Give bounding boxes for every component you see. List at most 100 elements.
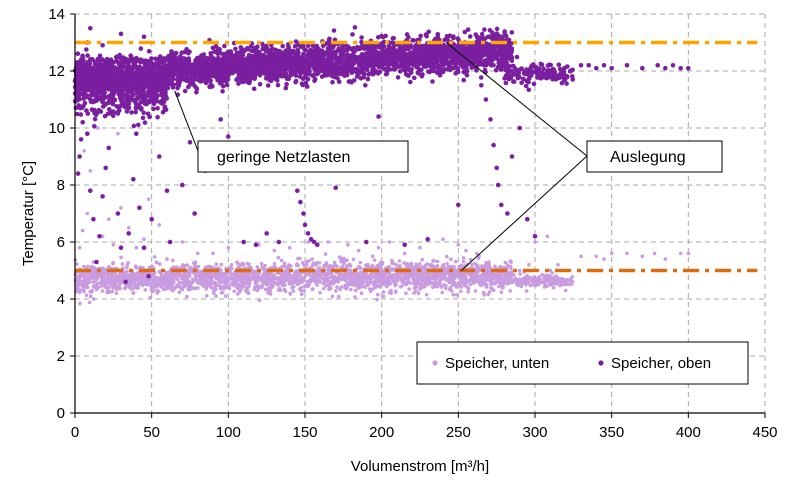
speicher-unten-point xyxy=(95,281,100,286)
speicher-unten-point xyxy=(75,262,79,266)
speicher-unten-point xyxy=(461,256,466,260)
speicher-unten-point xyxy=(448,280,453,284)
speicher-unten-point xyxy=(663,257,668,261)
speicher-unten-point xyxy=(104,280,109,285)
speicher-unten-point xyxy=(204,278,209,282)
speicher-unten-point xyxy=(331,274,336,279)
speicher-unten-point xyxy=(204,281,209,285)
speicher-oben-point xyxy=(182,88,188,94)
speicher-oben-point xyxy=(222,43,227,49)
speicher-unten-point xyxy=(317,269,322,273)
speicher-unten-point xyxy=(313,273,318,278)
speicher-unten-point xyxy=(170,275,175,280)
speicher-unten-point xyxy=(86,264,90,269)
speicher-unten-point xyxy=(470,272,475,276)
speicher-unten-point xyxy=(229,263,234,267)
speicher-unten-point xyxy=(212,289,216,293)
speicher-unten-point xyxy=(280,276,285,281)
speicher-unten-point xyxy=(154,260,159,264)
speicher-unten-point xyxy=(470,262,474,267)
speicher-unten-point xyxy=(441,276,446,281)
speicher-unten-point xyxy=(254,272,258,276)
speicher-unten-point xyxy=(291,289,296,293)
speicher-unten-point xyxy=(247,282,252,286)
speicher-unten-point xyxy=(211,281,215,285)
speicher-unten-point xyxy=(381,290,386,294)
speicher-unten-point xyxy=(409,263,414,268)
speicher-unten-point xyxy=(229,266,234,271)
speicher-unten-point xyxy=(569,277,573,281)
speicher-unten-point xyxy=(412,291,416,295)
speicher-unten-point xyxy=(430,280,435,285)
speicher-unten-point xyxy=(157,223,162,227)
speicher-unten-point xyxy=(368,289,373,294)
speicher-unten-point xyxy=(390,261,395,266)
speicher-unten-point xyxy=(282,261,287,266)
speicher-unten-point xyxy=(96,274,100,279)
speicher-unten-point xyxy=(369,280,373,285)
speicher-unten-point xyxy=(417,277,421,282)
speicher-unten-point xyxy=(529,277,533,282)
speicher-unten-point xyxy=(373,279,378,284)
speicher-unten-point xyxy=(384,279,389,284)
speicher-unten-point xyxy=(272,262,277,266)
speicher-unten-point xyxy=(480,281,485,286)
speicher-unten-point xyxy=(376,292,380,297)
speicher-unten-point xyxy=(351,257,356,262)
speicher-unten-point xyxy=(244,281,249,286)
speicher-unten-point xyxy=(409,274,414,278)
speicher-unten-point xyxy=(508,289,512,293)
speicher-unten-point xyxy=(381,280,385,284)
speicher-unten-point xyxy=(361,271,366,276)
speicher-oben-point xyxy=(275,82,281,88)
speicher-unten-point xyxy=(107,273,112,277)
speicher-unten-point xyxy=(508,264,513,269)
speicher-unten-point xyxy=(271,284,275,288)
speicher-unten-point xyxy=(254,282,259,287)
speicher-unten-point xyxy=(356,248,361,253)
speicher-unten-point xyxy=(350,282,355,287)
speicher-unten-point xyxy=(89,276,94,281)
speicher-unten-point xyxy=(298,273,303,278)
speicher-unten-point xyxy=(203,265,208,270)
speicher-unten-point xyxy=(82,264,86,269)
speicher-unten-point xyxy=(104,285,108,289)
speicher-unten-point xyxy=(380,273,385,277)
speicher-unten-point xyxy=(282,271,287,276)
speicher-unten-point xyxy=(482,293,487,297)
speicher-unten-point xyxy=(487,271,492,276)
speicher-unten-point xyxy=(123,285,128,290)
speicher-unten-point xyxy=(461,259,466,264)
speicher-unten-point xyxy=(114,291,119,296)
speicher-unten-point xyxy=(100,289,105,293)
speicher-unten-point xyxy=(390,267,394,271)
speicher-unten-point xyxy=(180,264,185,269)
speicher-unten-point xyxy=(171,278,175,283)
speicher-unten-point xyxy=(505,282,510,286)
speicher-unten-point xyxy=(474,279,479,284)
speicher-unten-point xyxy=(265,271,270,276)
speicher-unten-point xyxy=(92,276,97,281)
speicher-unten-point xyxy=(566,282,571,287)
speicher-unten-point xyxy=(266,286,271,291)
speicher-unten-point xyxy=(147,265,152,270)
speicher-unten-point xyxy=(526,280,531,285)
speicher-unten-point xyxy=(686,251,691,256)
speicher-oben-point xyxy=(363,83,368,88)
speicher-unten-point xyxy=(315,261,320,265)
speicher-unten-point xyxy=(421,274,426,278)
speicher-oben-point xyxy=(461,77,467,83)
speicher-unten-point xyxy=(217,271,222,276)
speicher-unten-point xyxy=(432,259,436,263)
speicher-unten-point xyxy=(119,206,123,210)
speicher-unten-point xyxy=(279,258,284,263)
speicher-unten-point xyxy=(448,265,453,269)
speicher-unten-point xyxy=(134,245,139,250)
speicher-unten-point xyxy=(457,264,462,269)
speicher-unten-point xyxy=(226,245,231,250)
speicher-unten-point xyxy=(197,280,201,284)
speicher-unten-point xyxy=(125,265,129,270)
speicher-unten-point xyxy=(209,274,213,279)
speicher-unten-point xyxy=(459,289,463,294)
speicher-unten-point xyxy=(84,293,89,298)
